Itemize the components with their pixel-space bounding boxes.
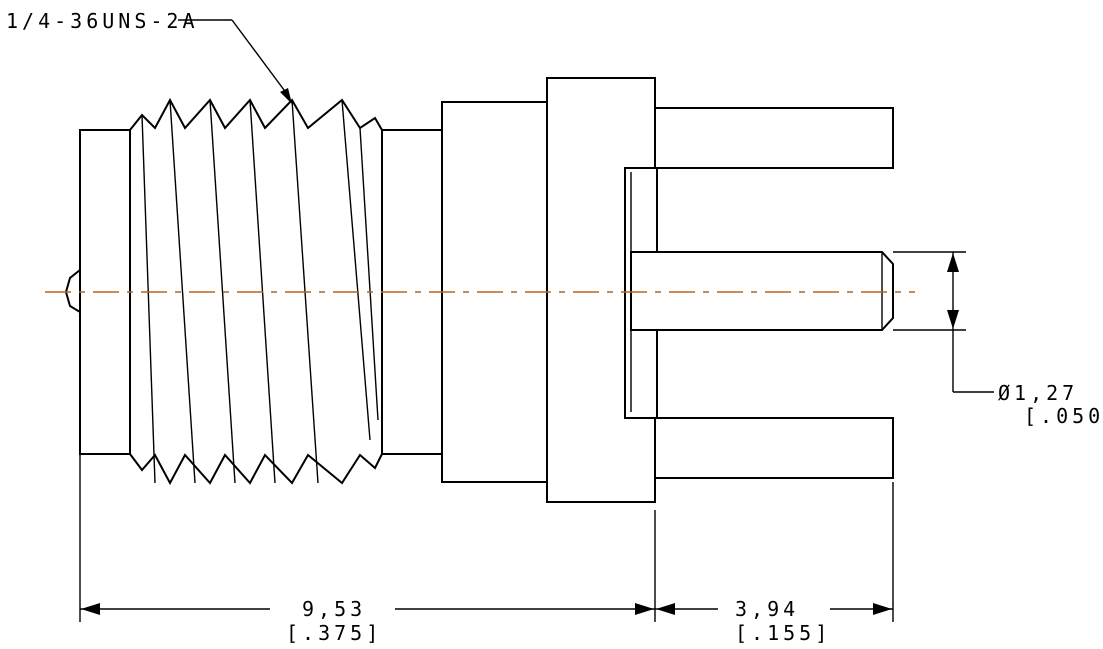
- pcb-legs: [624, 107, 894, 479]
- overall-length-in: [.375]: [286, 621, 382, 645]
- threaded-body: [64, 97, 443, 486]
- overall-length-dimension: 9,53 [.375]: [79, 454, 656, 645]
- pin-length-mm: 3,94: [735, 597, 799, 621]
- bottom-leg: [654, 417, 894, 479]
- top-leg: [654, 107, 894, 169]
- pin-diameter-mm: Ø1,27: [998, 381, 1078, 405]
- pin-length-dimension: 3,94 [.155]: [655, 482, 894, 645]
- overall-length-mm: 9,53: [302, 597, 366, 621]
- flange: [441, 77, 656, 503]
- pin-diameter-in: [.050]: [1024, 404, 1103, 428]
- thread-callout: 1/4-36UNS-2A: [6, 9, 292, 104]
- thread-helix-lines: [141, 99, 379, 484]
- thread-spec-label: 1/4-36UNS-2A: [6, 9, 199, 33]
- pin-length-in: [.155]: [735, 621, 831, 645]
- pin-diameter-dimension: Ø1,27 [.050]: [893, 251, 1103, 428]
- center-pin: [630, 251, 894, 331]
- front-nose-tip: [64, 269, 81, 313]
